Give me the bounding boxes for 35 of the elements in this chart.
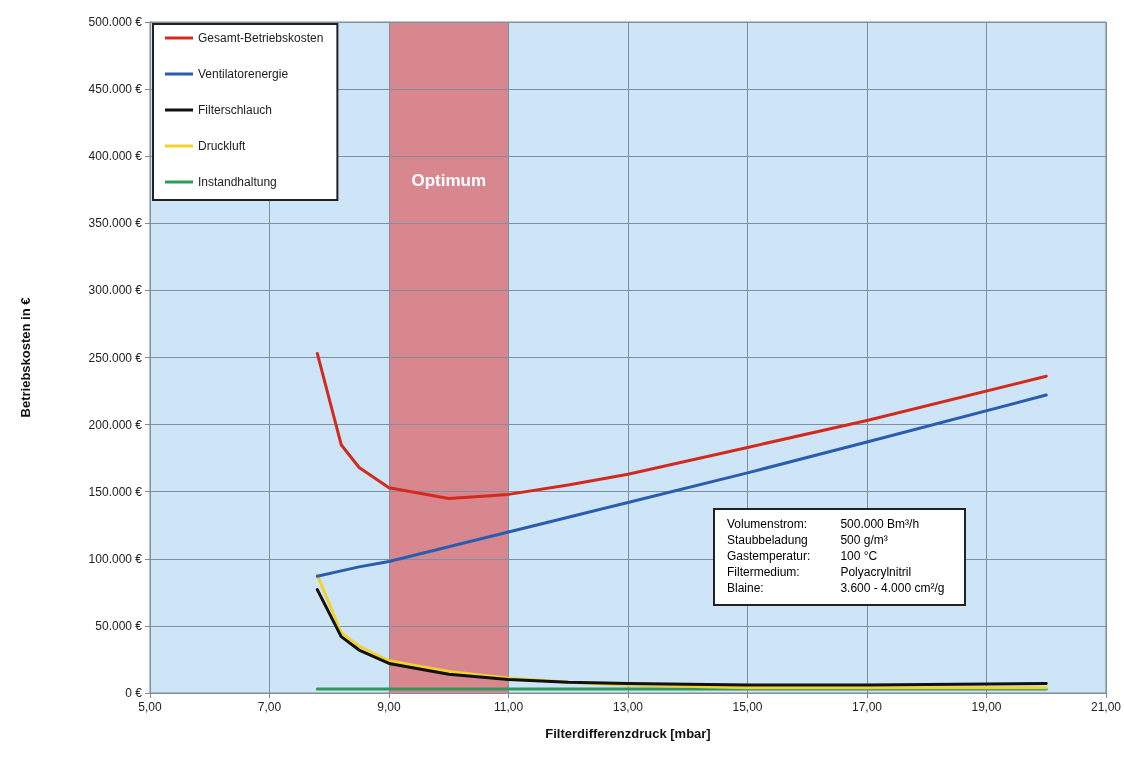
- y-tick-label: 150.000 €: [88, 484, 143, 499]
- line-series: [315, 351, 1048, 500]
- x-tick-label: 17,00: [851, 700, 883, 714]
- x-tick-label: 19,00: [971, 700, 1002, 714]
- text: Filtermedium: Polyacrylnitril: [727, 565, 912, 579]
- y-tick-label: 50.000 €: [95, 618, 143, 633]
- x-tick-label: 13,00: [612, 700, 644, 714]
- legend-label: Gesamt-Betriebskosten: [198, 31, 324, 45]
- legend-label: Ventilatorenergie: [198, 67, 289, 81]
- y-tick-label: 200.000 €: [88, 417, 143, 432]
- y-tick-label: 300.000 €: [88, 283, 143, 298]
- y-tick-label: 350.000 €: [88, 216, 143, 231]
- text: Volumenstrom: 500.000 Bm³/h: [727, 517, 920, 531]
- y-axis-title: Betriebskosten in €: [18, 297, 33, 418]
- text: Staubbeladung 500 g/m³: [727, 533, 888, 547]
- legend-label: Instandhaltung: [198, 175, 277, 189]
- y-tick-label: 0 €: [125, 686, 143, 700]
- x-tick-label: 11,00: [493, 700, 524, 714]
- x-tick-label: 21,00: [1090, 700, 1122, 714]
- y-tick-label: 500.000 €: [88, 15, 143, 29]
- x-tick-label: 15,00: [732, 700, 763, 714]
- y-tick-label: 250.000 €: [88, 350, 143, 365]
- text: Blaine: 3.600 - 4.000 cm²/g: [727, 581, 945, 595]
- legend-label: Filterschlauch: [198, 103, 273, 117]
- line-series: [315, 393, 1048, 578]
- text: Gastemperatur: 100 °C: [727, 549, 878, 563]
- y-tick-label: 450.000 €: [88, 82, 143, 97]
- x-tick-label: 9,00: [377, 700, 401, 714]
- y-tick-label: 400.000 €: [88, 149, 143, 164]
- x-tick-label: 5,00: [138, 700, 162, 714]
- band-label: Optimum: [411, 171, 487, 190]
- x-axis-title: Filterdifferenzdruck [mbar]: [545, 726, 711, 741]
- legend-label: Druckluft: [198, 139, 247, 153]
- y-tick-label: 100.000 €: [88, 551, 143, 566]
- x-tick-label: 7,00: [257, 700, 282, 714]
